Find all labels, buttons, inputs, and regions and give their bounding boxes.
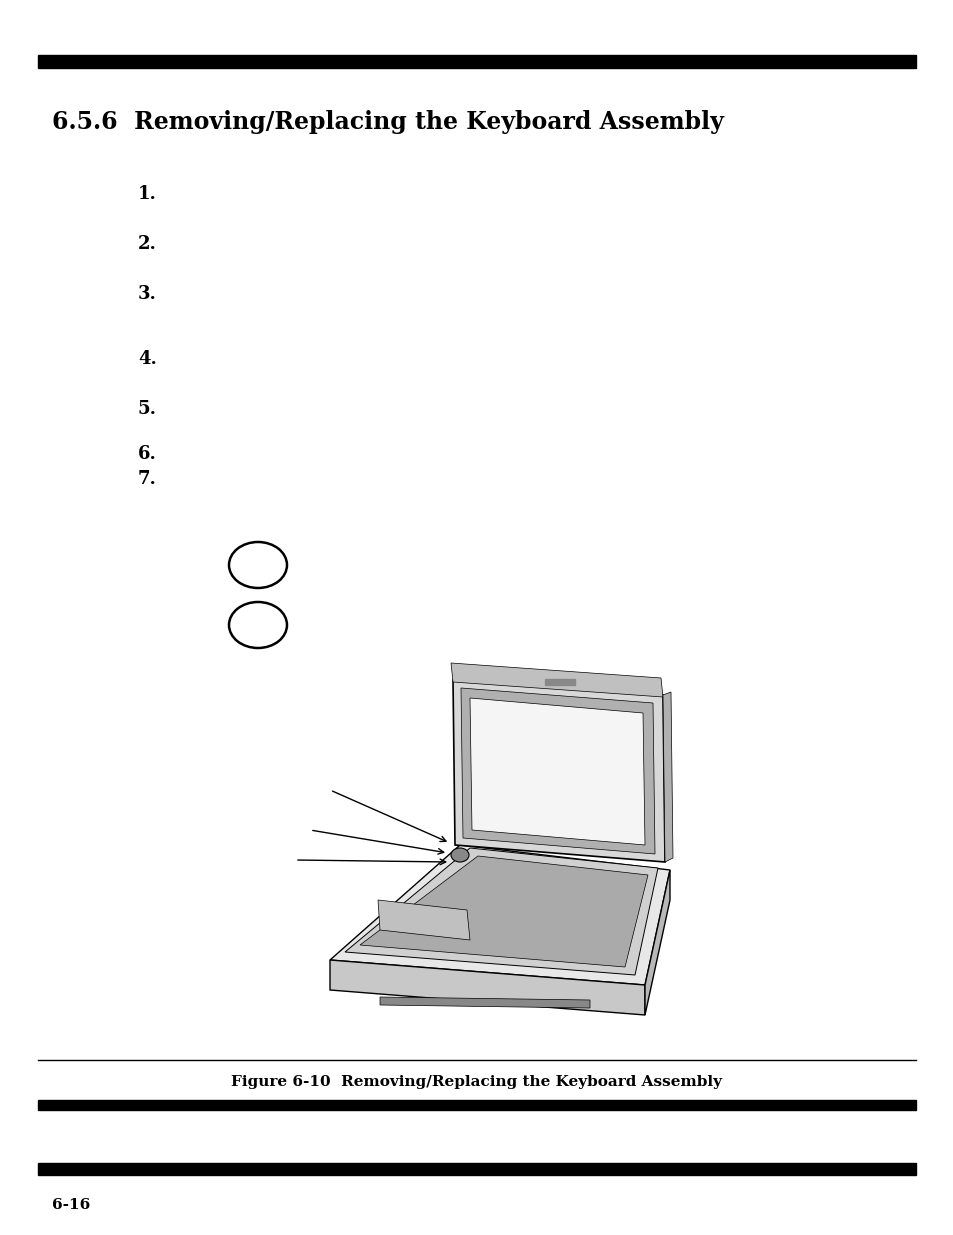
Bar <box>38 56 915 68</box>
Bar <box>38 1163 915 1174</box>
Text: 6-16: 6-16 <box>52 1198 91 1212</box>
Polygon shape <box>451 663 662 697</box>
Text: 1.: 1. <box>138 185 156 203</box>
Polygon shape <box>345 848 658 974</box>
Text: 2.: 2. <box>138 235 156 253</box>
Polygon shape <box>379 997 589 1008</box>
Text: 5.: 5. <box>138 400 157 417</box>
Text: Figure 6-10  Removing/Replacing the Keyboard Assembly: Figure 6-10 Removing/Replacing the Keybo… <box>232 1074 721 1089</box>
Text: 6.5.6  Removing/Replacing the Keyboard Assembly: 6.5.6 Removing/Replacing the Keyboard As… <box>52 110 723 135</box>
Polygon shape <box>662 692 672 862</box>
Polygon shape <box>330 960 644 1015</box>
Text: 6.: 6. <box>138 445 156 463</box>
Polygon shape <box>460 688 655 853</box>
Polygon shape <box>377 900 470 940</box>
Polygon shape <box>453 680 664 862</box>
Bar <box>38 1100 915 1110</box>
Polygon shape <box>359 856 647 967</box>
Polygon shape <box>470 698 644 845</box>
Polygon shape <box>644 869 669 1015</box>
Text: 3.: 3. <box>138 285 156 303</box>
Polygon shape <box>330 845 669 986</box>
Ellipse shape <box>451 848 469 862</box>
Text: 4.: 4. <box>138 350 156 368</box>
Bar <box>544 679 575 685</box>
Text: 7.: 7. <box>138 471 156 488</box>
